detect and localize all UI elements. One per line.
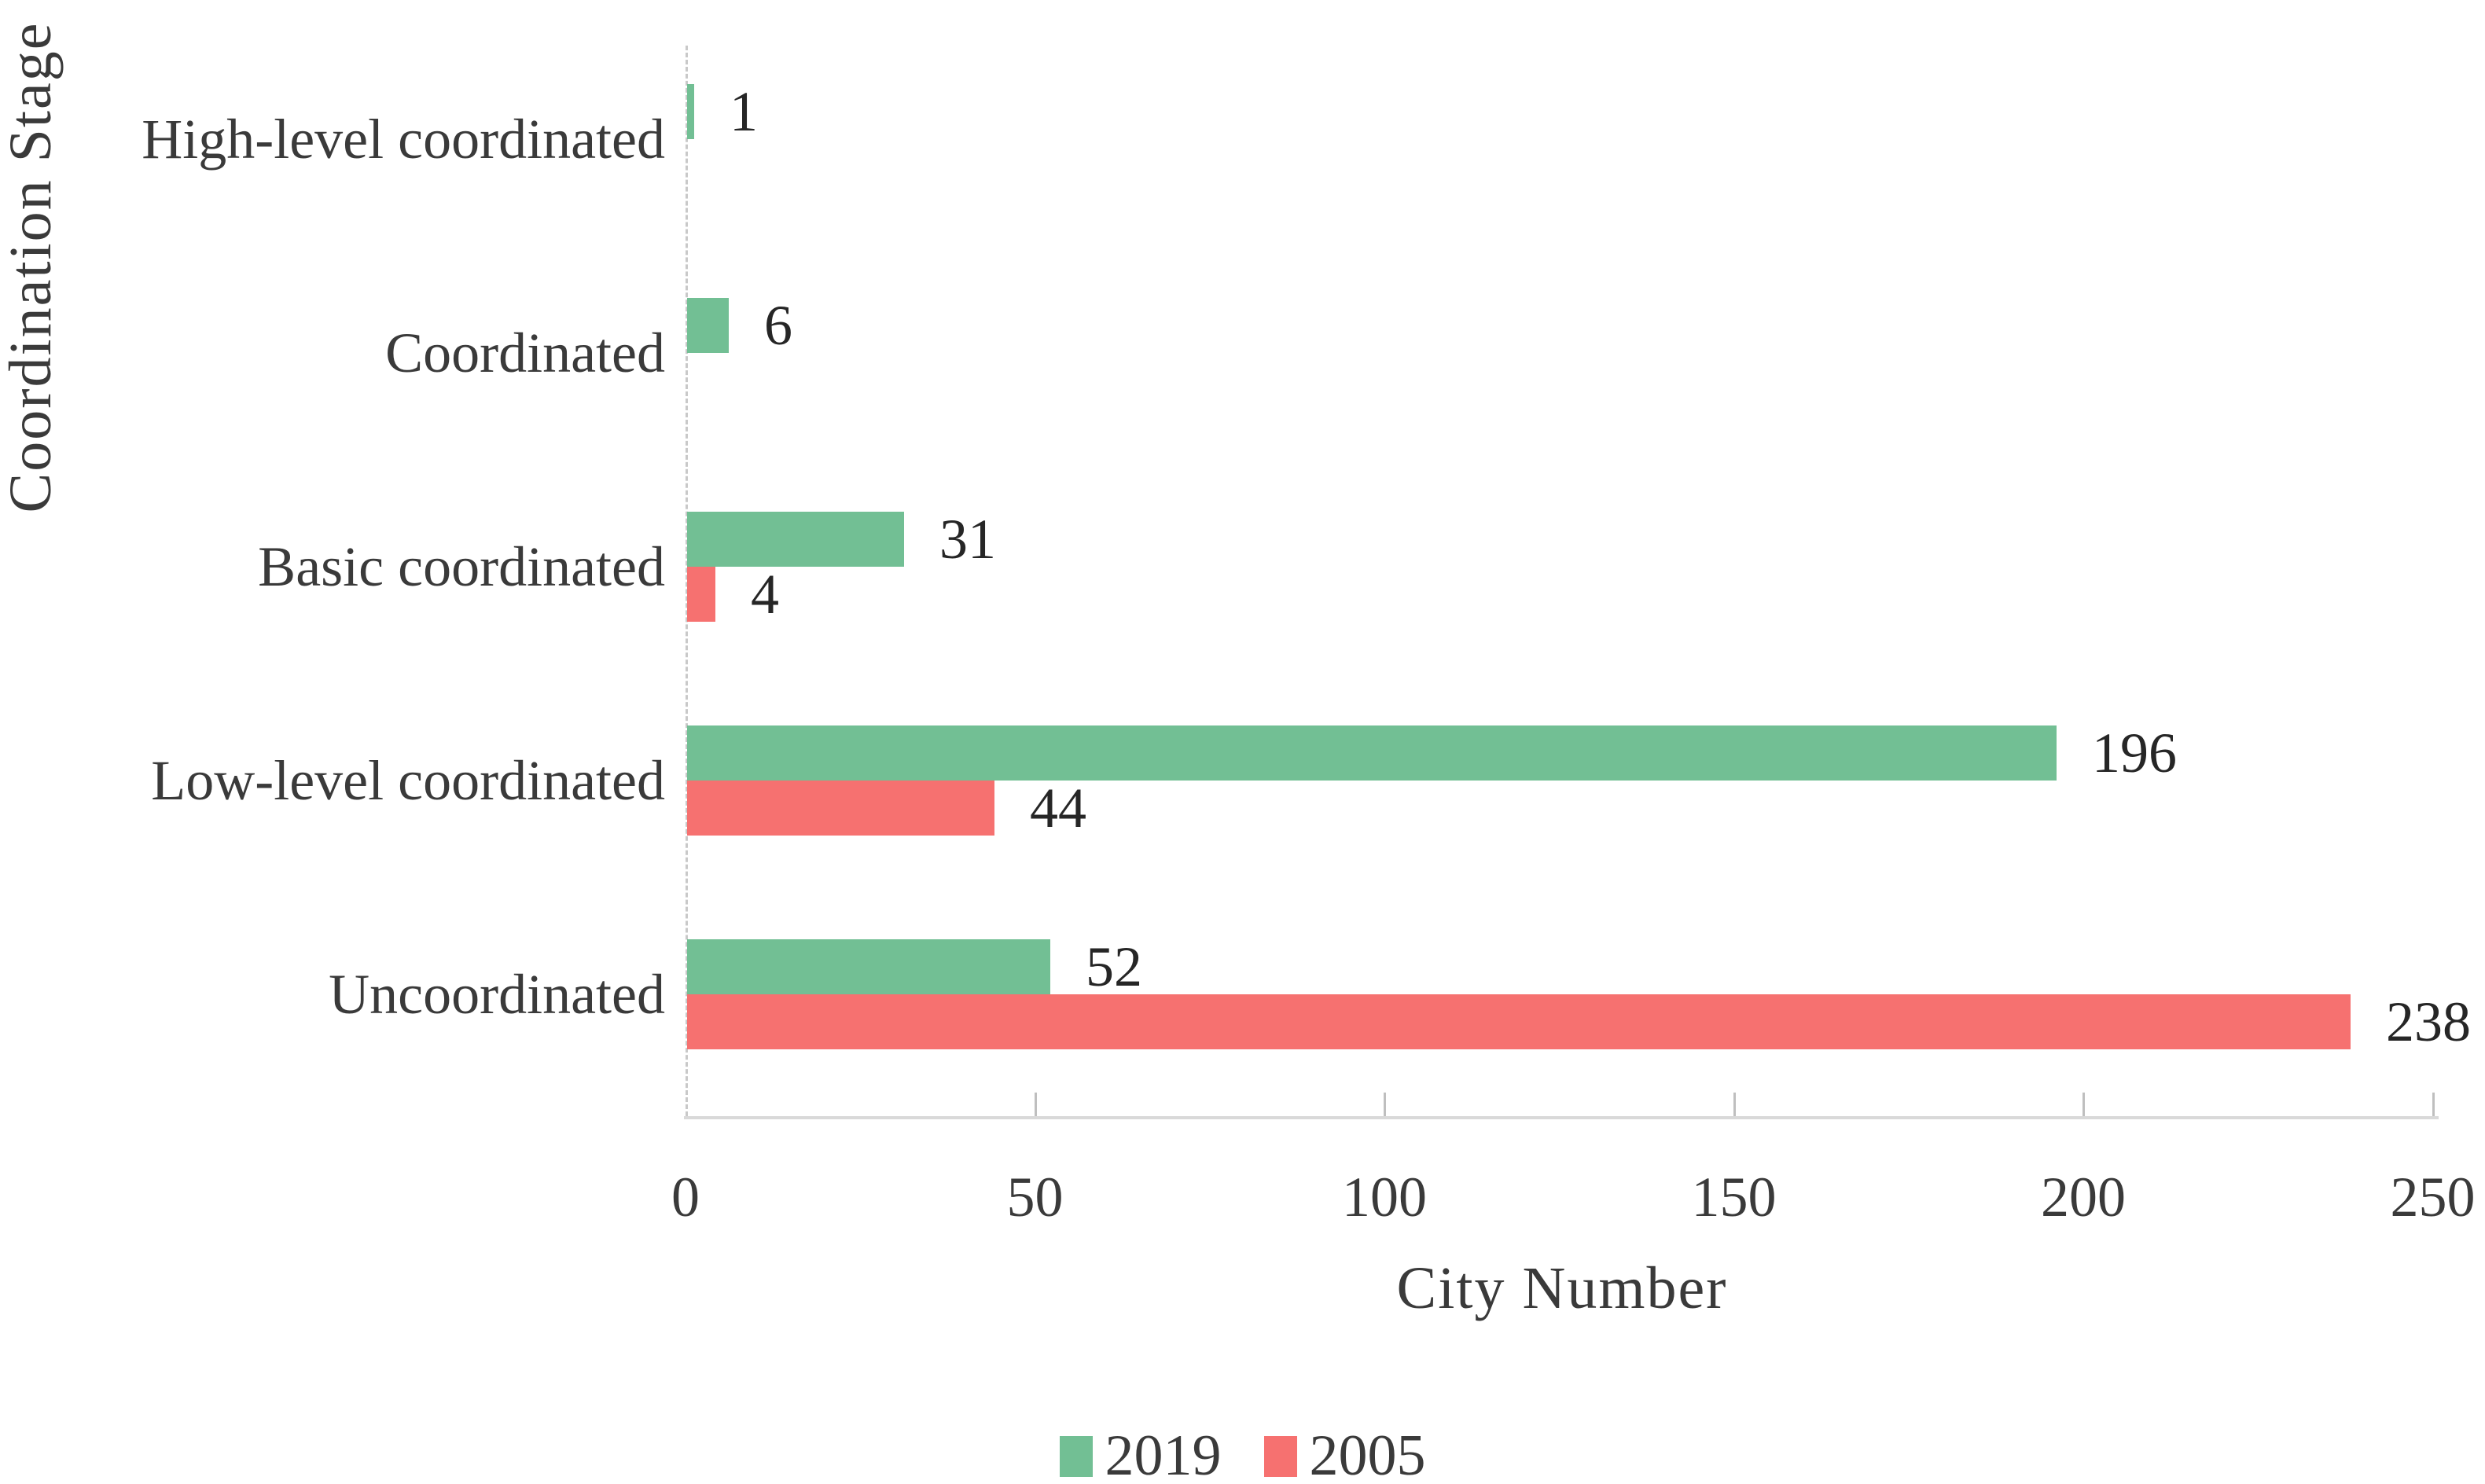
value-label: 6 <box>764 294 792 357</box>
x-tick-mark <box>2432 1093 2435 1116</box>
legend-item-2005: 2005 <box>1263 1423 1426 1484</box>
x-tick-label: 0 <box>671 1166 700 1229</box>
category-label: Basic coordinated <box>258 535 665 598</box>
value-label: 31 <box>939 508 996 571</box>
x-tick-mark <box>1384 1093 1386 1116</box>
value-label: 52 <box>1086 935 1142 998</box>
value-label: 196 <box>2092 722 2177 784</box>
y-axis-title: Coordination Stage <box>0 21 64 513</box>
x-axis-title: City Number <box>1396 1255 1728 1321</box>
x-tick-mark <box>1034 1093 1037 1116</box>
value-label: 4 <box>751 563 779 626</box>
value-label: 238 <box>2386 990 2471 1053</box>
x-axis-line <box>684 1116 2439 1119</box>
legend-swatch-2005-icon <box>1263 1435 1297 1477</box>
bar-2019 <box>687 725 2057 781</box>
bar-2019 <box>687 939 1050 994</box>
legend: 2019 2005 <box>0 1423 2485 1484</box>
bar-2005 <box>687 781 994 836</box>
legend-label-2005: 2005 <box>1309 1423 1426 1484</box>
y-axis-line <box>686 46 688 1116</box>
bar-2005 <box>687 567 715 622</box>
category-label: Coordinated <box>385 321 665 384</box>
bar-2019 <box>687 298 729 353</box>
x-tick-label: 50 <box>1006 1166 1064 1229</box>
legend-swatch-2019-icon <box>1059 1435 1093 1477</box>
bar-2019 <box>687 512 904 567</box>
category-label: Low-level coordinated <box>151 749 665 812</box>
x-tick-label: 200 <box>2041 1166 2126 1229</box>
x-tick-label: 150 <box>1691 1166 1777 1229</box>
bar-2005 <box>687 994 2351 1049</box>
x-tick-mark <box>1733 1093 1736 1116</box>
category-label: High-level coordinated <box>142 108 665 171</box>
value-label: 44 <box>1030 777 1086 839</box>
x-tick-mark <box>2082 1093 2085 1116</box>
value-label: 1 <box>730 80 758 143</box>
x-tick-label: 100 <box>1342 1166 1427 1229</box>
bar-2019 <box>687 84 694 139</box>
legend-item-2019: 2019 <box>1059 1423 1222 1484</box>
category-label: Uncoordinated <box>329 963 665 1026</box>
x-tick-label: 250 <box>2390 1166 2476 1229</box>
legend-label-2019: 2019 <box>1105 1423 1222 1484</box>
